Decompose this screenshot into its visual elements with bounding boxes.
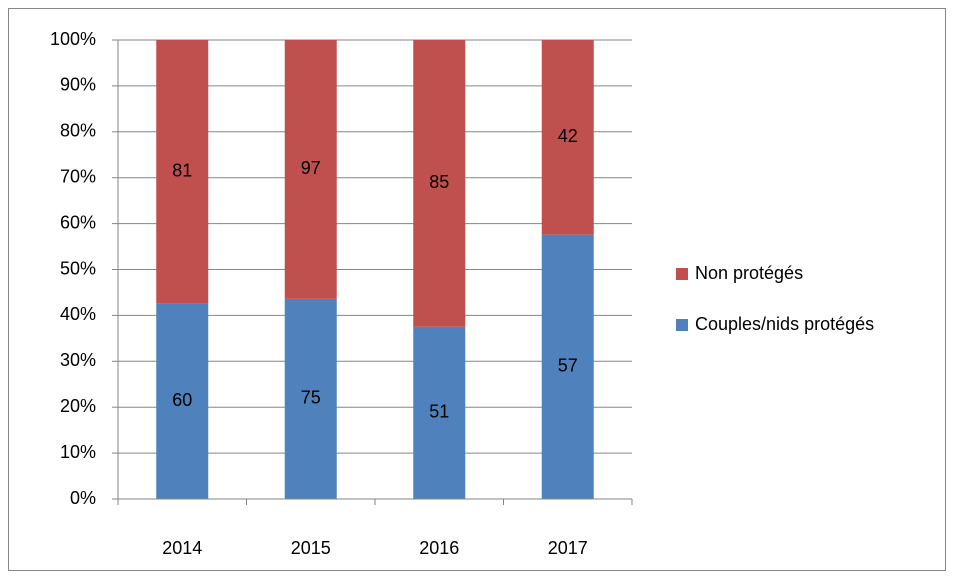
y-tick-label: 50%: [60, 258, 96, 278]
x-tick-label: 2014: [162, 538, 202, 558]
bar-segment: [156, 40, 209, 304]
y-tick-label: 10%: [60, 442, 96, 462]
bar-segment: [156, 303, 209, 499]
bar-segment: [541, 234, 594, 499]
y-tick-label: 30%: [60, 350, 96, 370]
data-label: 97: [301, 158, 321, 178]
data-label: 51: [429, 402, 449, 422]
y-tick-label: 20%: [60, 396, 96, 416]
y-tick-label: 90%: [60, 75, 96, 95]
x-tick-label: 2017: [548, 538, 588, 558]
x-tick-label: 2015: [291, 538, 331, 558]
y-tick-label: 70%: [60, 166, 96, 186]
data-label: 85: [429, 172, 449, 192]
y-tick-label: 60%: [60, 212, 96, 232]
data-label: 57: [558, 356, 578, 376]
y-tick-label: 100%: [50, 29, 96, 49]
y-tick-label: 80%: [60, 121, 96, 141]
legend-swatch: [676, 268, 688, 280]
data-label: 81: [172, 161, 192, 181]
bar-segment: [284, 298, 337, 499]
data-label: 60: [172, 390, 192, 410]
y-tick-label: 40%: [60, 304, 96, 324]
bar-segment: [284, 40, 337, 299]
legend-swatch: [676, 319, 688, 331]
bar-segment: [413, 326, 466, 499]
data-label: 42: [558, 126, 578, 146]
bar-segment: [541, 40, 594, 235]
y-tick-label: 0%: [70, 488, 96, 508]
data-label: 75: [301, 388, 321, 408]
legend-label: Non protégés: [695, 263, 803, 283]
chart-border: [8, 8, 946, 571]
x-tick-label: 2016: [419, 538, 459, 558]
bar-segment: [413, 40, 466, 327]
legend-label: Couples/nids protégés: [695, 314, 874, 334]
